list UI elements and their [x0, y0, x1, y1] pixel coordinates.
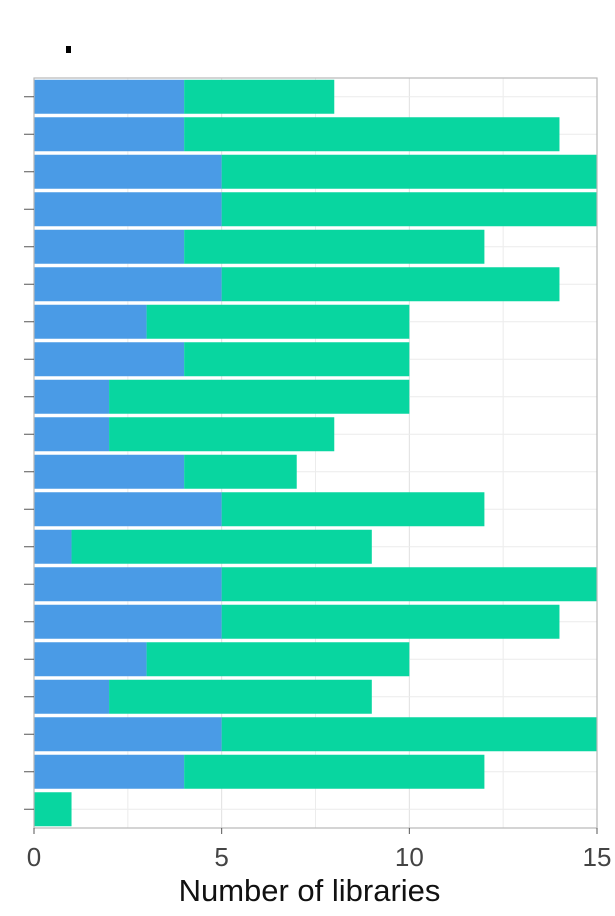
x-tick-label: 5 — [214, 842, 228, 872]
x-axis-title: Number of libraries — [179, 873, 441, 908]
bar-segment-1-row-13 — [34, 529, 72, 564]
bar-segment-1-row-11 — [34, 454, 185, 489]
bar-segment-2-row-18 — [221, 717, 597, 752]
bar-segment-1-row-10 — [34, 417, 110, 452]
bar-segment-2-row-13 — [71, 529, 372, 564]
bar-segment-1-row-17 — [34, 679, 110, 714]
bar-segment-2-row-20 — [34, 792, 72, 827]
bar-segment-2-row-7 — [146, 304, 410, 339]
bar-segment-1-row-7 — [34, 304, 147, 339]
bar-segment-2-row-4 — [221, 192, 597, 227]
bar-segment-2-row-12 — [221, 492, 485, 527]
bar-segment-1-row-5 — [34, 229, 185, 264]
bar-segment-2-row-5 — [184, 229, 485, 264]
bar-segment-2-row-10 — [109, 417, 335, 452]
bar-segment-2-row-2 — [184, 117, 560, 152]
bar-segment-1-row-18 — [34, 717, 222, 752]
bar-segment-2-row-11 — [184, 454, 297, 489]
bar-segment-1-row-14 — [34, 567, 222, 602]
bar-segment-2-row-9 — [109, 379, 410, 414]
bar-segment-1-row-3 — [34, 154, 222, 189]
bar-segment-2-row-16 — [146, 642, 410, 677]
x-tick-label: 0 — [27, 842, 41, 872]
bar-segment-2-row-19 — [184, 754, 485, 789]
bar-segment-2-row-3 — [221, 154, 597, 189]
x-tick-label: 10 — [395, 842, 424, 872]
bar-segment-1-row-12 — [34, 492, 222, 527]
bar-segment-2-row-8 — [184, 342, 410, 377]
bar-segment-2-row-14 — [221, 567, 597, 602]
bar-segment-1-row-2 — [34, 117, 185, 152]
bar-segment-1-row-19 — [34, 754, 185, 789]
bar-segment-2-row-17 — [109, 679, 372, 714]
bar-segment-1-row-8 — [34, 342, 185, 377]
stray-mark — [66, 46, 71, 53]
bar-segment-1-row-4 — [34, 192, 222, 227]
bar-segment-2-row-1 — [184, 79, 335, 114]
bar-segment-1-row-15 — [34, 604, 222, 639]
bar-segment-1-row-16 — [34, 642, 147, 677]
bar-segment-1-row-1 — [34, 79, 185, 114]
bar-segment-1-row-6 — [34, 267, 222, 302]
plot-border — [33, 77, 598, 829]
bar-segment-1-row-9 — [34, 379, 110, 414]
bar-segment-2-row-6 — [221, 267, 560, 302]
x-tick-label: 15 — [583, 842, 612, 872]
bar-segment-2-row-15 — [221, 604, 560, 639]
